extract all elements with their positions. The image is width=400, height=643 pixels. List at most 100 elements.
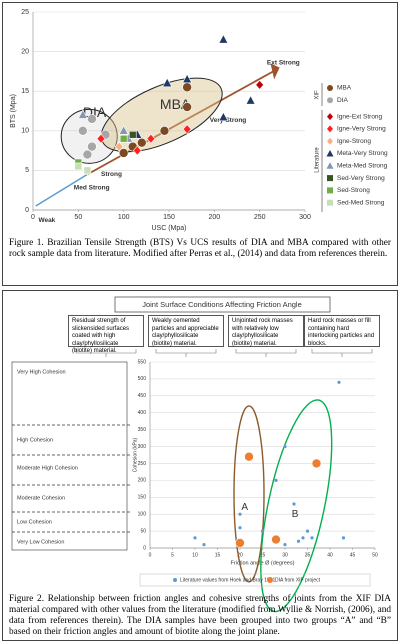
y-tick-label: 350	[138, 427, 147, 433]
y-tick-label: 300	[138, 444, 147, 450]
legend-frame	[139, 573, 371, 587]
point	[341, 536, 346, 540]
legend-marker	[327, 125, 333, 133]
condition-box: Unjointed rock masses with relatively lo…	[228, 315, 304, 347]
x-tick-label: 0	[149, 552, 152, 558]
group-ellipse	[233, 405, 265, 583]
point	[238, 512, 242, 516]
y-tick-label: 10	[21, 128, 29, 135]
point	[235, 538, 245, 548]
point	[310, 536, 314, 540]
point	[305, 529, 310, 533]
figure-1-frame	[2, 2, 398, 286]
caption: Figure 2. Relationship between friction …	[9, 594, 391, 637]
point	[83, 166, 92, 175]
x-tick-label: 100	[118, 214, 130, 221]
cohesion-label: Low Cohesion	[17, 519, 52, 525]
y-tick-label: 450	[138, 393, 147, 399]
legend-group: XIF	[315, 90, 321, 100]
legend-label: Meta-Very Strong	[337, 150, 388, 157]
point	[218, 34, 229, 44]
legend-marker	[327, 187, 333, 194]
y-tick-label: 25	[21, 9, 29, 16]
legend-label: Sed-Med Strong	[337, 199, 385, 206]
point	[255, 79, 265, 90]
point	[202, 543, 206, 547]
annotation: Strong	[101, 171, 122, 178]
point	[74, 162, 83, 171]
legend-group: Literature	[315, 147, 321, 173]
point	[119, 134, 128, 143]
bracket	[75, 349, 137, 357]
x-tick-label: 15	[215, 552, 221, 558]
y-tick-label: 500	[138, 376, 147, 382]
point	[137, 137, 147, 148]
header: Joint Surface Conditions Affecting Frict…	[142, 300, 302, 309]
point	[337, 380, 341, 384]
x-tick-label: 50	[372, 552, 378, 558]
legend-marker	[173, 578, 177, 582]
point	[114, 141, 124, 152]
annotation: Weak	[38, 217, 55, 224]
point	[96, 133, 106, 144]
point	[77, 109, 88, 119]
legend-label: Sed-Strong	[337, 187, 370, 194]
x-tick-label: 40	[327, 552, 333, 558]
point	[132, 145, 142, 156]
point	[245, 95, 256, 105]
legend-label: Igne-Very Strong	[337, 126, 386, 133]
point	[260, 529, 265, 533]
legend-label: DIA	[337, 97, 349, 104]
y-tick-label: 0	[143, 545, 146, 551]
y-tick-label: 250	[138, 461, 147, 467]
y-tick-label: 150	[138, 495, 147, 501]
x-tick-label: 250	[254, 214, 266, 221]
y-tick-label: 15	[21, 88, 29, 95]
y-tick-label: 20	[21, 48, 29, 55]
x-tick-label: 20	[237, 552, 243, 558]
figure-2-frame	[2, 290, 398, 641]
legend-marker	[327, 97, 333, 104]
cohesion-frame	[11, 361, 128, 551]
y-tick-label: 0	[25, 207, 29, 214]
x-tick-label: 5	[171, 552, 174, 558]
caption: Figure 1. Brazilian Tensile Strength (BT…	[9, 238, 391, 259]
point	[292, 502, 296, 506]
y-tick-label: 200	[138, 478, 147, 484]
legend-marker	[327, 85, 333, 91]
annotation: Ext Strong	[267, 59, 300, 66]
legend-marker	[327, 137, 333, 145]
point	[283, 543, 287, 547]
point	[296, 539, 301, 543]
y-tick-label: 400	[138, 410, 147, 416]
x-tick-label: 50	[74, 214, 82, 221]
group-ellipse	[260, 399, 333, 613]
legend-marker	[327, 199, 333, 206]
x-tick-label: 0	[31, 214, 35, 221]
condition-box: Hard rock masses or fill containing hard…	[304, 315, 380, 347]
legend-label: Meta-Med Strong	[337, 163, 388, 170]
legend-marker	[327, 175, 333, 182]
cohesion-label: Very Low Cohesion	[17, 539, 64, 545]
cohesion-label: Very High Cohesion	[17, 369, 66, 375]
point	[193, 536, 197, 540]
x-tick-label: 35	[305, 552, 311, 558]
point	[118, 125, 129, 135]
bracket	[235, 349, 297, 357]
point	[182, 73, 193, 84]
point	[87, 114, 97, 124]
point	[146, 133, 156, 144]
point	[244, 451, 254, 462]
annotation: B	[292, 509, 299, 520]
y-tick-label: 50	[140, 528, 146, 534]
point	[238, 526, 242, 530]
x-tick-label: 200	[208, 214, 220, 221]
point	[301, 536, 305, 540]
x-tick-label: 10	[192, 552, 198, 558]
group-ellipse	[60, 108, 118, 164]
y-tick-label: 550	[138, 359, 147, 365]
legend-marker	[267, 577, 273, 583]
legend-marker	[327, 113, 333, 121]
point	[159, 126, 170, 136]
